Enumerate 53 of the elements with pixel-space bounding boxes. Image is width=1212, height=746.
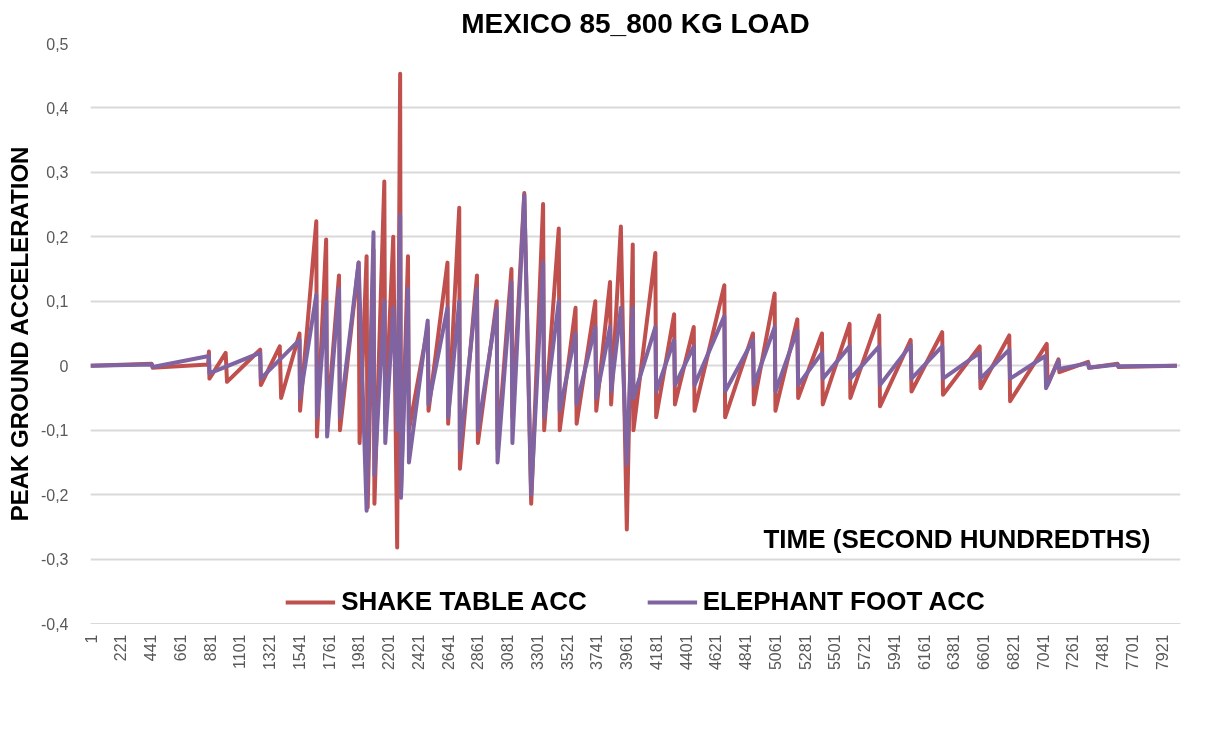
x-axis-title: TIME (SECOND HUNDREDTHS) [763,523,1151,554]
x-tick-label: 5501 [826,634,844,671]
x-tick-label: 3301 [528,634,546,671]
x-tick-label: 661 [171,634,189,662]
line-series [90,192,1179,513]
y-tick-label: 0,5 [46,35,69,53]
x-tick-label: 2421 [409,634,427,671]
x-tick-label: 7921 [1153,634,1171,671]
x-tick-label: 4841 [737,634,755,671]
x-tick-label: 5941 [885,634,903,671]
x-tick-label: 2201 [380,634,398,671]
x-tick-label: 5281 [796,634,814,671]
y-tick-label: 0,2 [46,228,69,246]
x-tick-label: 7261 [1064,634,1082,671]
x-tick-label: 6161 [915,634,933,671]
x-tick-label: 3741 [588,634,606,671]
x-tick-label: 7041 [1034,634,1052,671]
x-tick-label: 1 [82,634,100,644]
x-tick-label: 1761 [320,634,338,671]
x-tick-label: 221 [112,634,130,662]
x-tick-label: 5721 [856,634,874,671]
legend-label: SHAKE TABLE ACC [341,586,587,617]
y-tick-label: 0,1 [46,293,69,311]
x-tick-label: 2641 [439,634,457,671]
x-tick-label: 1541 [290,634,308,671]
x-tick-label: 4621 [707,634,725,671]
y-axis-title: PEAK GROUND ACCELERATION [5,146,33,522]
y-tick-label: -0,4 [40,615,69,633]
y-tick-label: 0,4 [46,99,69,117]
y-tick-label: 0 [59,357,69,375]
x-tick-label: 4401 [677,634,695,671]
chart-title: MEXICO 85_800 KG LOAD [461,7,810,39]
x-tick-label: 4181 [647,634,665,671]
x-tick-label: 1981 [350,634,368,671]
x-tick-label: 2861 [469,634,487,671]
x-tick-label: 7701 [1123,634,1141,671]
x-tick-label: 3961 [618,634,636,671]
x-tick-label: 5061 [766,634,784,671]
x-tick-label: 1321 [261,634,279,671]
x-tick-label: 3521 [558,634,576,671]
y-tick-label: -0,3 [40,551,69,569]
x-tick-label: 6381 [945,634,963,671]
x-tick-label: 6601 [975,634,993,671]
x-tick-label: 1101 [231,634,249,669]
x-tick-label: 6821 [1004,634,1022,671]
legend-label: ELEPHANT FOOT ACC [702,586,985,617]
x-tick-label: 881 [201,634,219,662]
x-tick-label: 441 [142,634,160,662]
x-tick-label: 7481 [1094,634,1112,671]
x-tick-label: 3081 [499,634,517,671]
y-tick-label: 0,3 [46,164,69,182]
y-tick-label: -0,1 [40,422,69,440]
y-tick-label: -0,2 [40,486,69,504]
